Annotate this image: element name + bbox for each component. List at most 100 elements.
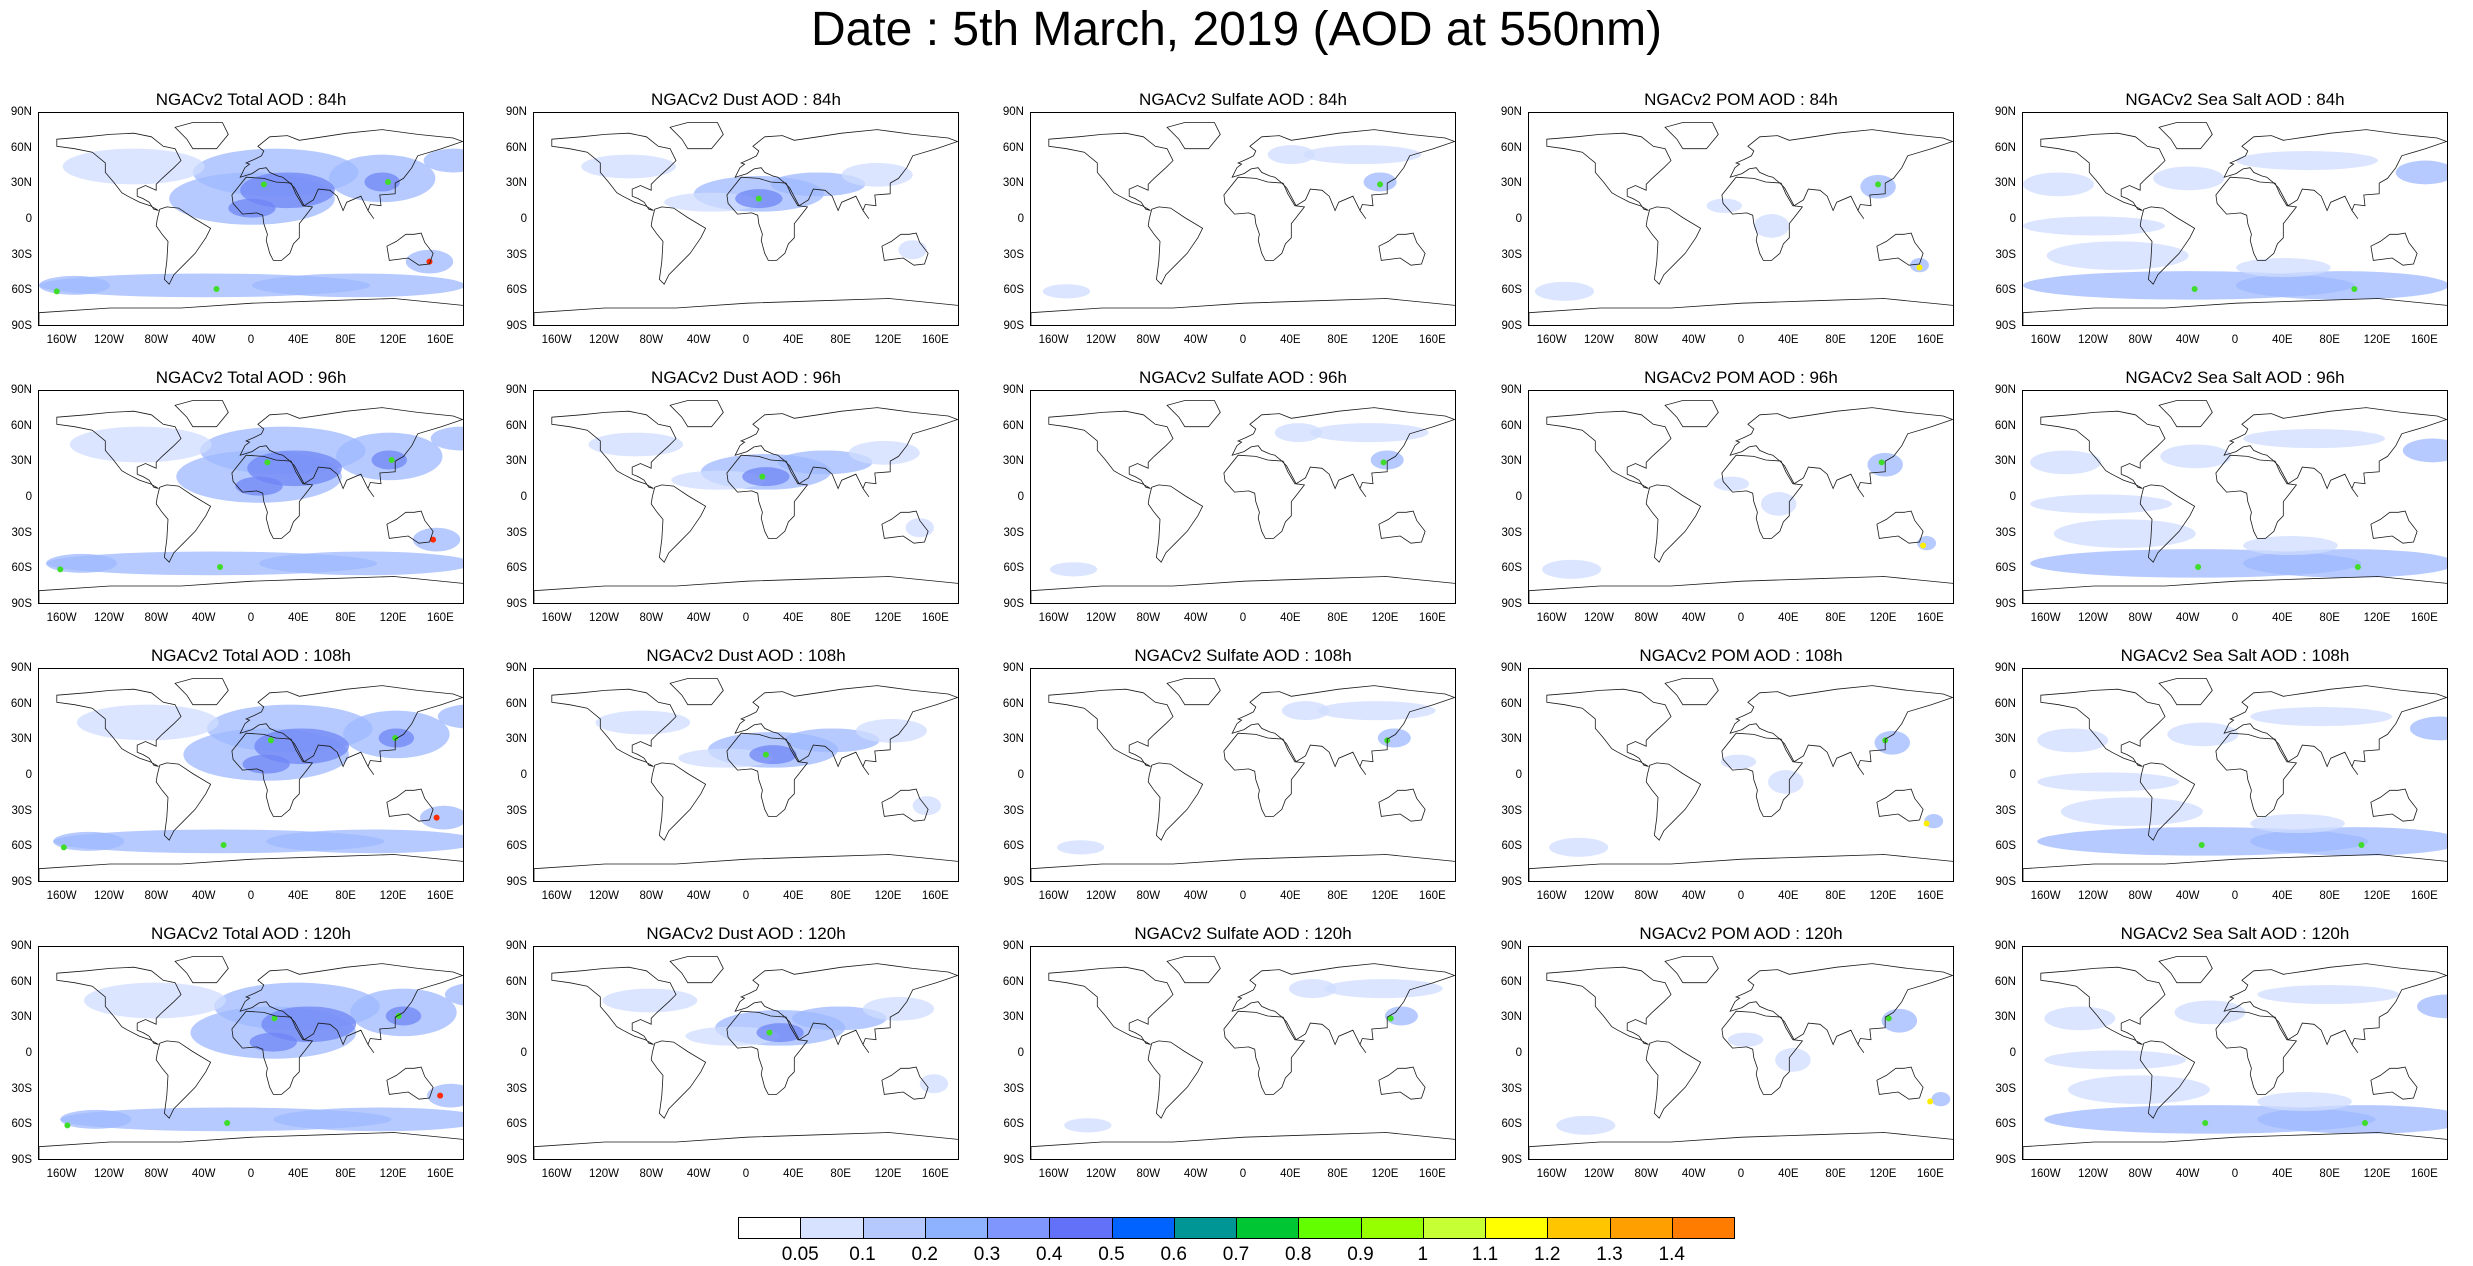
aod-patch <box>2044 1006 2116 1031</box>
coastline <box>534 854 958 881</box>
coastline <box>2040 132 2166 211</box>
lon-tick-label: 40E <box>2272 334 2293 346</box>
coastline <box>2040 966 2166 1045</box>
aod-hotspot <box>392 734 399 741</box>
coastline <box>726 732 809 817</box>
coastline <box>1048 410 1174 489</box>
coastline <box>1664 956 1719 984</box>
lon-tick-label: 40W <box>1183 334 1208 346</box>
lon-tick-label: 160E <box>1418 612 1446 624</box>
map-canvas <box>1529 400 1953 603</box>
colorbar-box <box>1173 1217 1237 1239</box>
lon-tick-label: 40E <box>288 334 309 346</box>
aod-hotspot <box>1923 820 1930 827</box>
coastline <box>39 1132 463 1159</box>
lon-tick-label: 120W <box>588 890 620 902</box>
lon-tick-label: 120E <box>379 1168 407 1180</box>
world-map <box>1030 946 1456 1160</box>
aod-hotspot <box>1885 1015 1892 1022</box>
aod-patch <box>671 470 766 490</box>
coastline <box>1546 966 1672 1045</box>
lon-tick-label: 0 <box>1737 334 1745 346</box>
panel-title: NGACv2 Sea Salt AOD : 84h <box>2125 90 2345 109</box>
lat-tick-label: 30S <box>1003 804 1024 817</box>
lon-tick-label: 160W <box>1038 1168 1069 1180</box>
aod-patch <box>2037 772 2180 792</box>
coastline <box>1378 788 1426 822</box>
lon-tick-label: 160W <box>46 612 77 624</box>
lon-tick-label: 120E <box>1869 334 1897 346</box>
coastline <box>1166 122 1221 150</box>
lat-tick-label: 60N <box>10 419 32 432</box>
coastline <box>155 484 212 563</box>
panel-title: NGACv2 Sea Salt AOD : 108h <box>2120 646 2350 665</box>
lat-tick-label: 0 <box>520 769 527 781</box>
coastline <box>881 1066 929 1100</box>
lat-tick-label: 60S <box>1003 562 1024 575</box>
aod-patch <box>1324 979 1443 999</box>
coastline <box>2215 1010 2298 1095</box>
lon-tick-label: 80W <box>1136 612 1161 624</box>
coastline <box>2215 454 2298 539</box>
coastline <box>534 298 958 325</box>
lon-tick-label: 80E <box>2319 334 2340 346</box>
lon-tick-label: 80E <box>1825 612 1846 624</box>
aod-patch <box>1384 1006 1418 1026</box>
aod-patch <box>2417 994 2447 1019</box>
lat-tick-label: 90N <box>10 384 32 396</box>
lon-tick-label: 80W <box>639 1168 664 1180</box>
aod-patch <box>919 1074 949 1094</box>
lon-tick-label: 120W <box>1085 890 1117 902</box>
aod-patch <box>2250 707 2393 727</box>
lon-tick-label: 80E <box>2319 612 2340 624</box>
lat-tick-label: 60S <box>11 840 32 853</box>
colorbar-label: 0.1 <box>849 1244 876 1265</box>
colorbar-label: 1 <box>1417 1244 1429 1265</box>
lon-tick-label: 40W <box>1681 612 1706 624</box>
aod-patch <box>1720 754 1757 769</box>
map-panel-sulfate: NGACv2 Sulfate AOD : 108h 90N 60N 30N 0 30S 60… <box>992 646 1462 916</box>
lon-tick-label: 40E <box>783 612 804 624</box>
aod-patch <box>2236 258 2331 278</box>
map-panel-pom: NGACv2 POM AOD : 108h 90N 60N 30N 0 30S 60S 90S… <box>1490 646 1960 916</box>
lat-tick-label: 90S <box>11 320 32 332</box>
coastline <box>1664 122 1719 150</box>
coastline <box>1378 232 1426 266</box>
lon-tick-label: 0 <box>742 334 750 346</box>
lat-tick-label: 30N <box>1500 455 1522 468</box>
lat-tick-label: 60N <box>505 141 527 154</box>
lon-tick-label: 80W <box>1634 612 1659 624</box>
lat-tick-label: 60N <box>1500 697 1522 710</box>
lon-tick-label: 80E <box>1327 334 1348 346</box>
aod-hotspot <box>2361 1119 2368 1126</box>
lon-tick-label: 120W <box>1085 1168 1117 1180</box>
lon-tick-label: 120E <box>1869 890 1897 902</box>
panel-title: NGACv2 POM AOD : 108h <box>1639 646 1843 665</box>
aod-hotspot <box>385 178 392 185</box>
lat-tick-label: 30N <box>505 455 527 468</box>
coastline <box>1645 484 1702 563</box>
aod-patch <box>905 518 934 538</box>
lon-tick-label: 40W <box>1183 890 1208 902</box>
lat-tick-label: 0 <box>2009 1047 2016 1059</box>
aod-patch <box>1556 1115 1616 1135</box>
aod-patch <box>912 796 942 816</box>
coastline <box>551 410 677 489</box>
lon-tick-label: 40E <box>288 1168 309 1180</box>
aod-patch <box>2409 716 2447 741</box>
aod-patch <box>1377 728 1411 748</box>
panel-title: NGACv2 POM AOD : 96h <box>1644 368 1838 387</box>
coastline <box>1876 510 1924 544</box>
lon-tick-label: 160E <box>2410 334 2438 346</box>
lat-tick-label: 30N <box>10 1011 32 1024</box>
lon-tick-label: 160W <box>541 612 572 624</box>
lat-tick-label: 60S <box>506 562 527 575</box>
lat-tick-label: 90S <box>11 1154 32 1166</box>
lat-tick-label: 30S <box>1501 248 1522 261</box>
coastline <box>1147 206 1204 285</box>
lat-tick-label: 0 <box>1017 491 1024 503</box>
lat-tick-label: 60S <box>1501 840 1522 853</box>
lat-tick-label: 90N <box>1002 940 1024 952</box>
lon-tick-label: 40E <box>1778 612 1799 624</box>
coastline <box>2158 400 2213 428</box>
